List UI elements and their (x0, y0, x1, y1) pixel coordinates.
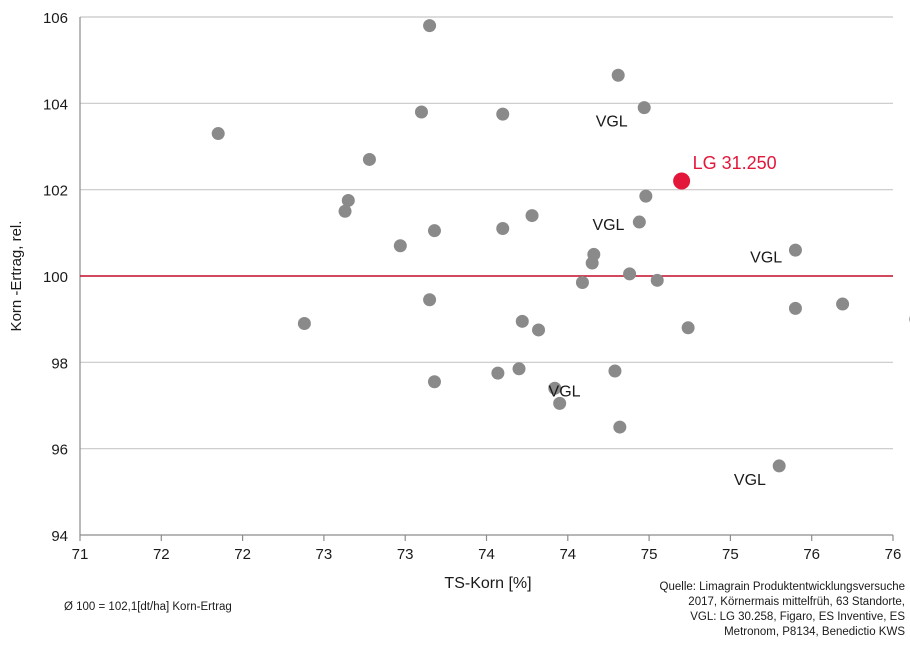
y-tick-label: 102 (43, 183, 68, 200)
y-tick-label: 96 (51, 442, 68, 459)
data-point (681, 321, 695, 335)
data-point (491, 366, 505, 380)
x-tick-label: 76 (803, 546, 820, 563)
data-point (613, 420, 627, 434)
highlight-label: LG 31.250 (693, 153, 777, 173)
annotation-label: VGL (549, 383, 581, 400)
annotation-label: VGL (596, 114, 628, 131)
data-point (575, 275, 589, 289)
data-point (553, 396, 567, 410)
y-tick-label: 94 (51, 528, 68, 545)
data-point (788, 243, 802, 257)
source-line: Metronom, P8134, Benedictio KWS (724, 626, 905, 638)
data-point (423, 293, 437, 307)
x-tick-label: 73 (397, 546, 414, 563)
data-point (639, 189, 653, 203)
x-tick-label: 75 (641, 546, 658, 563)
data-point (525, 209, 539, 223)
x-axis-label: TS-Korn [%] (444, 575, 531, 592)
data-point (650, 273, 664, 287)
source-line: VGL: LG 30.258, Figaro, ES Inventive, ES (690, 611, 905, 623)
data-point (427, 375, 441, 389)
annotations: LG 31.250VGLVGLVGLVGLVGLVGL (549, 114, 783, 489)
y-tick-label: 106 (43, 10, 68, 27)
grid-lines (80, 16, 893, 450)
source-note: Quelle: Limagrain Produktentwicklungsver… (575, 580, 905, 640)
data-point (608, 364, 622, 378)
y-tick-label: 98 (51, 355, 68, 372)
data-point (772, 459, 786, 473)
x-tick-label: 71 (72, 546, 89, 563)
annotation-label: VGL (734, 472, 766, 489)
data-point (532, 323, 546, 337)
data-point (512, 362, 526, 376)
data-point (632, 215, 646, 229)
y-tick-label: 104 (43, 96, 68, 113)
data-points (211, 19, 910, 473)
data-point (423, 19, 437, 33)
x-tick-label: 72 (153, 546, 170, 563)
x-tick-label: 72 (234, 546, 251, 563)
average-note: Ø 100 = 102,1[dt/ha] Korn-Ertrag (64, 601, 232, 613)
data-point (496, 107, 510, 121)
data-point (611, 68, 625, 82)
data-point (548, 381, 562, 395)
x-tick-label: 74 (559, 546, 576, 563)
annotation-label: VGL (750, 250, 782, 267)
data-point (788, 301, 802, 315)
data-point (623, 267, 637, 281)
data-point (338, 204, 352, 218)
annotation-label: VGL (592, 217, 624, 234)
axes (79, 17, 894, 541)
data-point (496, 222, 510, 236)
x-tick-label: 74 (478, 546, 495, 563)
x-tick-label: 75 (722, 546, 739, 563)
data-point (515, 314, 529, 328)
y-axis-label: Korn -Ertrag, rel. (8, 221, 25, 332)
data-point (362, 152, 376, 166)
data-point (836, 297, 850, 311)
data-point (393, 239, 407, 253)
data-point (211, 127, 225, 141)
source-line: Quelle: Limagrain Produktentwicklungsver… (659, 581, 905, 593)
data-point (341, 193, 355, 207)
highlight-point (673, 172, 691, 190)
x-tick-label: 73 (316, 546, 333, 563)
source-line: 2017, Körnermais mittelfrüh, 63 Standort… (688, 596, 905, 608)
data-point (297, 316, 311, 330)
x-tick-label: 76 (885, 546, 902, 563)
y-tick-label: 100 (43, 269, 68, 286)
data-point (587, 247, 601, 261)
data-point (637, 101, 651, 115)
data-point (427, 224, 441, 238)
tick-labels: 94 96 98 100 102 104 106 71 72 72 73 73 74 74 75 75 76 76 (43, 10, 901, 563)
data-point (414, 105, 428, 119)
